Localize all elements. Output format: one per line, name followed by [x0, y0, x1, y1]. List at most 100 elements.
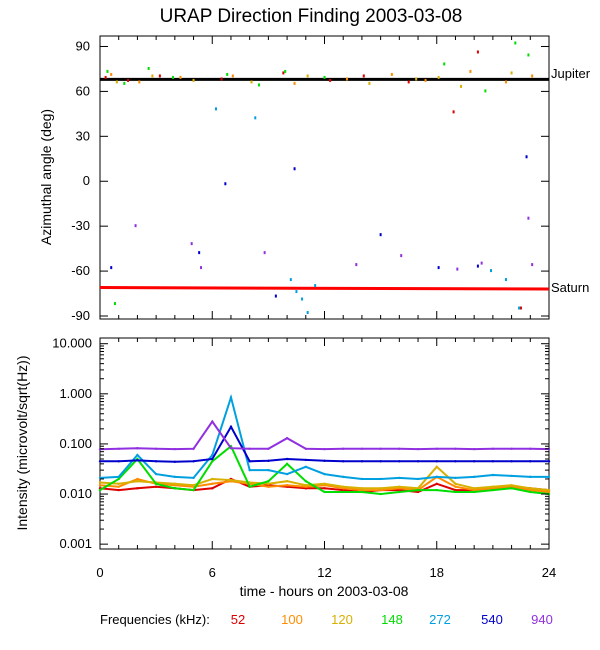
intensity-plot-frame: [99, 337, 550, 550]
intensity-point-540khz: [491, 460, 495, 463]
intensity-point-120khz: [342, 485, 345, 488]
intensity-point-272khz: [136, 453, 139, 457]
point-540khz: [437, 266, 440, 270]
intensity-point-272khz: [154, 472, 158, 476]
intensity-point-272khz: [229, 396, 233, 399]
intensity-point-272khz: [285, 472, 289, 476]
intensity-point-148khz: [267, 480, 270, 483]
point-148khz: [484, 89, 487, 93]
intensity-point-940khz: [211, 420, 214, 423]
intensity-point-540khz: [454, 460, 457, 463]
intensity-point-148khz: [304, 480, 307, 483]
intensity-point-940khz: [398, 447, 401, 450]
intensity-point-272khz: [491, 473, 495, 477]
point-940khz: [134, 224, 137, 228]
intensity-point-120khz: [472, 487, 476, 490]
intensity-point-940khz: [154, 447, 158, 450]
intensity-point-148khz: [173, 487, 177, 490]
intensity-point-148khz: [98, 488, 102, 492]
intensity-y-tick-label: 10.000: [52, 336, 92, 351]
legend-item-148: 148: [381, 612, 403, 627]
point-52khz: [476, 50, 479, 54]
intensity-point-540khz: [229, 425, 233, 428]
intensity-point-540khz: [416, 460, 420, 463]
intensity-point-52khz: [454, 488, 457, 492]
x-tick-label: 24: [542, 565, 556, 580]
intensity-point-540khz: [398, 460, 401, 463]
point-540khz: [525, 155, 528, 159]
point-940khz: [200, 266, 203, 270]
intensity-point-272khz: [435, 475, 438, 479]
intensity-point-940khz: [435, 447, 438, 450]
intensity-point-540khz: [192, 460, 195, 463]
intensity-point-540khz: [379, 460, 382, 463]
intensity-point-272khz: [211, 453, 214, 457]
saturn-reference-line: [99, 286, 550, 291]
intensity-point-120khz: [379, 487, 382, 490]
intensity-point-540khz: [510, 460, 513, 463]
intensity-point-120khz: [98, 481, 102, 484]
legend-item-52: 52: [231, 612, 245, 627]
intensity-point-148khz: [454, 490, 457, 494]
intensity-point-272khz: [323, 472, 326, 476]
point-100khz: [138, 80, 141, 84]
intensity-point-272khz: [360, 477, 364, 481]
intensity-point-100khz: [211, 482, 214, 486]
legend-item-100: 100: [281, 612, 303, 627]
intensity-point-540khz: [529, 460, 532, 463]
intensity-point-540khz: [248, 460, 251, 463]
point-52khz: [104, 75, 107, 79]
point-52khz: [220, 77, 223, 81]
intensity-point-52khz: [398, 488, 401, 492]
point-940khz: [480, 261, 483, 265]
x-tick-label: 6: [209, 565, 216, 580]
intensity-point-148khz: [379, 492, 382, 496]
point-120khz: [437, 75, 440, 79]
intensity-point-120khz: [491, 485, 495, 488]
intensity-point-540khz: [211, 457, 214, 461]
intensity-point-272khz: [248, 468, 251, 472]
point-540khz: [476, 264, 479, 268]
legend-item-272: 272: [429, 612, 451, 627]
x-tick-label: 0: [96, 565, 103, 580]
point-272khz: [306, 311, 309, 315]
intensity-panel: 10.000 1.000 0.100 0.010 0.001 0 6 12 18 24 Inten…: [14, 336, 556, 599]
intensity-series-272khz: [99, 393, 549, 481]
intensity-point-940khz: [342, 447, 345, 450]
point-100khz: [424, 78, 427, 82]
intensity-point-100khz: [547, 490, 551, 494]
intensity-point-272khz: [529, 475, 532, 479]
intensity-point-148khz: [342, 490, 345, 494]
intensity-point-940khz: [248, 447, 251, 450]
intensity-point-100khz: [117, 485, 120, 488]
direction-y-tick-label: -60: [71, 263, 90, 278]
saturn-label: Saturn: [551, 280, 589, 295]
point-148khz: [514, 41, 517, 45]
direction-panel: 90 60 30 0 -30 -60 -90 Azimuthal angle (deg) J…: [38, 35, 591, 323]
intensity-point-940khz: [229, 447, 233, 450]
intensity-point-272khz: [398, 476, 401, 480]
intensity-point-540khz: [304, 458, 307, 462]
intensity-point-120khz: [285, 480, 289, 483]
point-940khz: [263, 251, 266, 255]
point-272khz: [301, 297, 304, 301]
intensity-point-52khz: [117, 488, 120, 492]
intensity-point-148khz: [360, 490, 364, 494]
intensity-point-940khz: [454, 447, 457, 450]
point-148khz: [171, 75, 174, 79]
intensity-point-272khz: [173, 475, 177, 479]
intensity-point-940khz: [323, 447, 326, 451]
intensity-point-940khz: [136, 447, 139, 450]
intensity-y-tick-label: 0.100: [59, 436, 92, 451]
point-52khz: [407, 80, 410, 84]
intensity-point-272khz: [117, 475, 120, 479]
intensity-point-540khz: [285, 457, 289, 461]
intensity-point-272khz: [192, 476, 195, 480]
intensity-y-tick-label: 0.010: [59, 486, 92, 501]
point-940khz: [400, 254, 403, 258]
point-148khz: [123, 81, 126, 85]
intensity-point-540khz: [547, 460, 551, 463]
point-120khz: [460, 84, 463, 88]
jupiter-label: Jupiter: [551, 66, 591, 81]
